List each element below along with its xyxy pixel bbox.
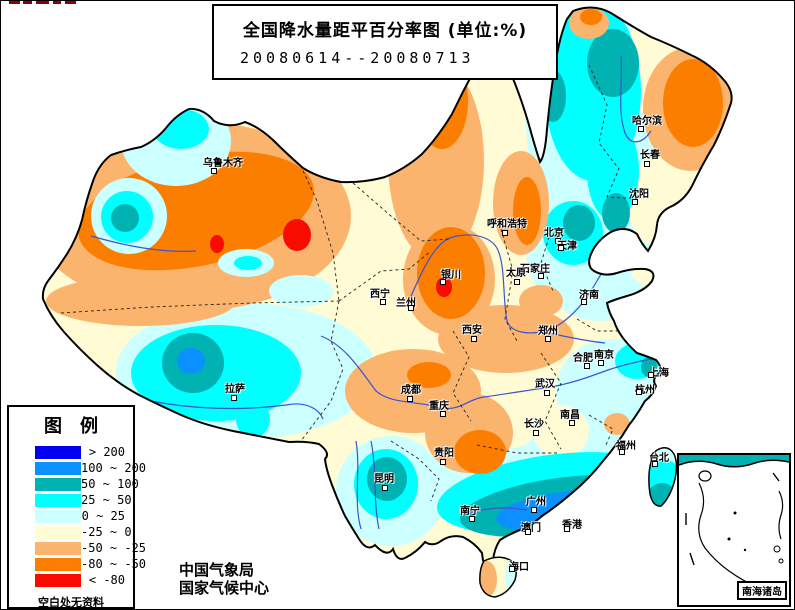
legend-row: 50 ~ 100 [9,476,139,492]
legend-range-label: 0 ~ 25 [81,509,125,523]
legend-swatch [35,541,81,555]
legend-range-label: 50 ~ 100 [81,477,139,491]
footer-line1: 中国气象局 [179,561,255,579]
legend-range-label: -80 ~ -50 [81,557,147,571]
legend-swatch [35,461,81,475]
taiwan-island [648,447,678,507]
legend-row: -50 ~ -25 [9,540,146,556]
legend-row: > 200 [9,444,133,460]
legend-swatch [35,557,81,571]
legend-swatch [35,477,81,491]
hainan-island [479,556,517,598]
legend-swatch [35,445,81,459]
china-border-outline [41,6,733,576]
footer-line2: 国家气候中心 [179,579,270,597]
legend-range-label: 100 ~ 200 [81,461,147,475]
legend-row: -25 ~ 0 [9,524,133,540]
legend-range-label: -25 ~ 0 [81,525,132,539]
inset-label: 南海诸岛 [737,581,787,600]
legend-range-label: -50 ~ -25 [81,541,147,555]
rivers [90,55,656,530]
legend-row: 100 ~ 200 [9,460,146,476]
map-title: 全国降水量距平百分率图 (单位:%) [242,21,528,41]
legend-note: 空白处无资料 [38,596,104,609]
legend-row: < -80 [9,572,133,588]
legend-swatch [35,525,81,539]
legend-title: 图 例 [44,416,98,437]
legend-box: 图 例 > 200 100 ~ 200 50 ~ 100 25 ~ 50 0 ~ 25 -… [7,405,146,609]
south-china-sea-inset: 南海诸岛 [677,453,791,607]
legend-range-label: > 200 [88,445,125,459]
footer-credits: 中国气象局 国家气候中心 [179,561,269,597]
legend-swatch [35,509,81,523]
legend-swatch [35,493,81,507]
legend-row: 0 ~ 25 [9,508,133,524]
clipped-watermark [9,1,76,4]
date-range: 20080614--20080713 [240,49,475,67]
title-box: 全国降水量距平百分率图 (单位:%) 20080614--20080713 [212,4,558,80]
legend-rows: > 200 100 ~ 200 50 ~ 100 25 ~ 50 0 ~ 25 -25 ~… [9,444,146,588]
legend-row: 25 ~ 50 [9,492,133,508]
legend-range-label: < -80 [88,573,125,587]
legend-row: -80 ~ -50 [9,556,146,572]
legend-range-label: 25 ~ 50 [81,493,132,507]
legend-swatch [35,573,81,587]
province-borders [60,64,642,502]
